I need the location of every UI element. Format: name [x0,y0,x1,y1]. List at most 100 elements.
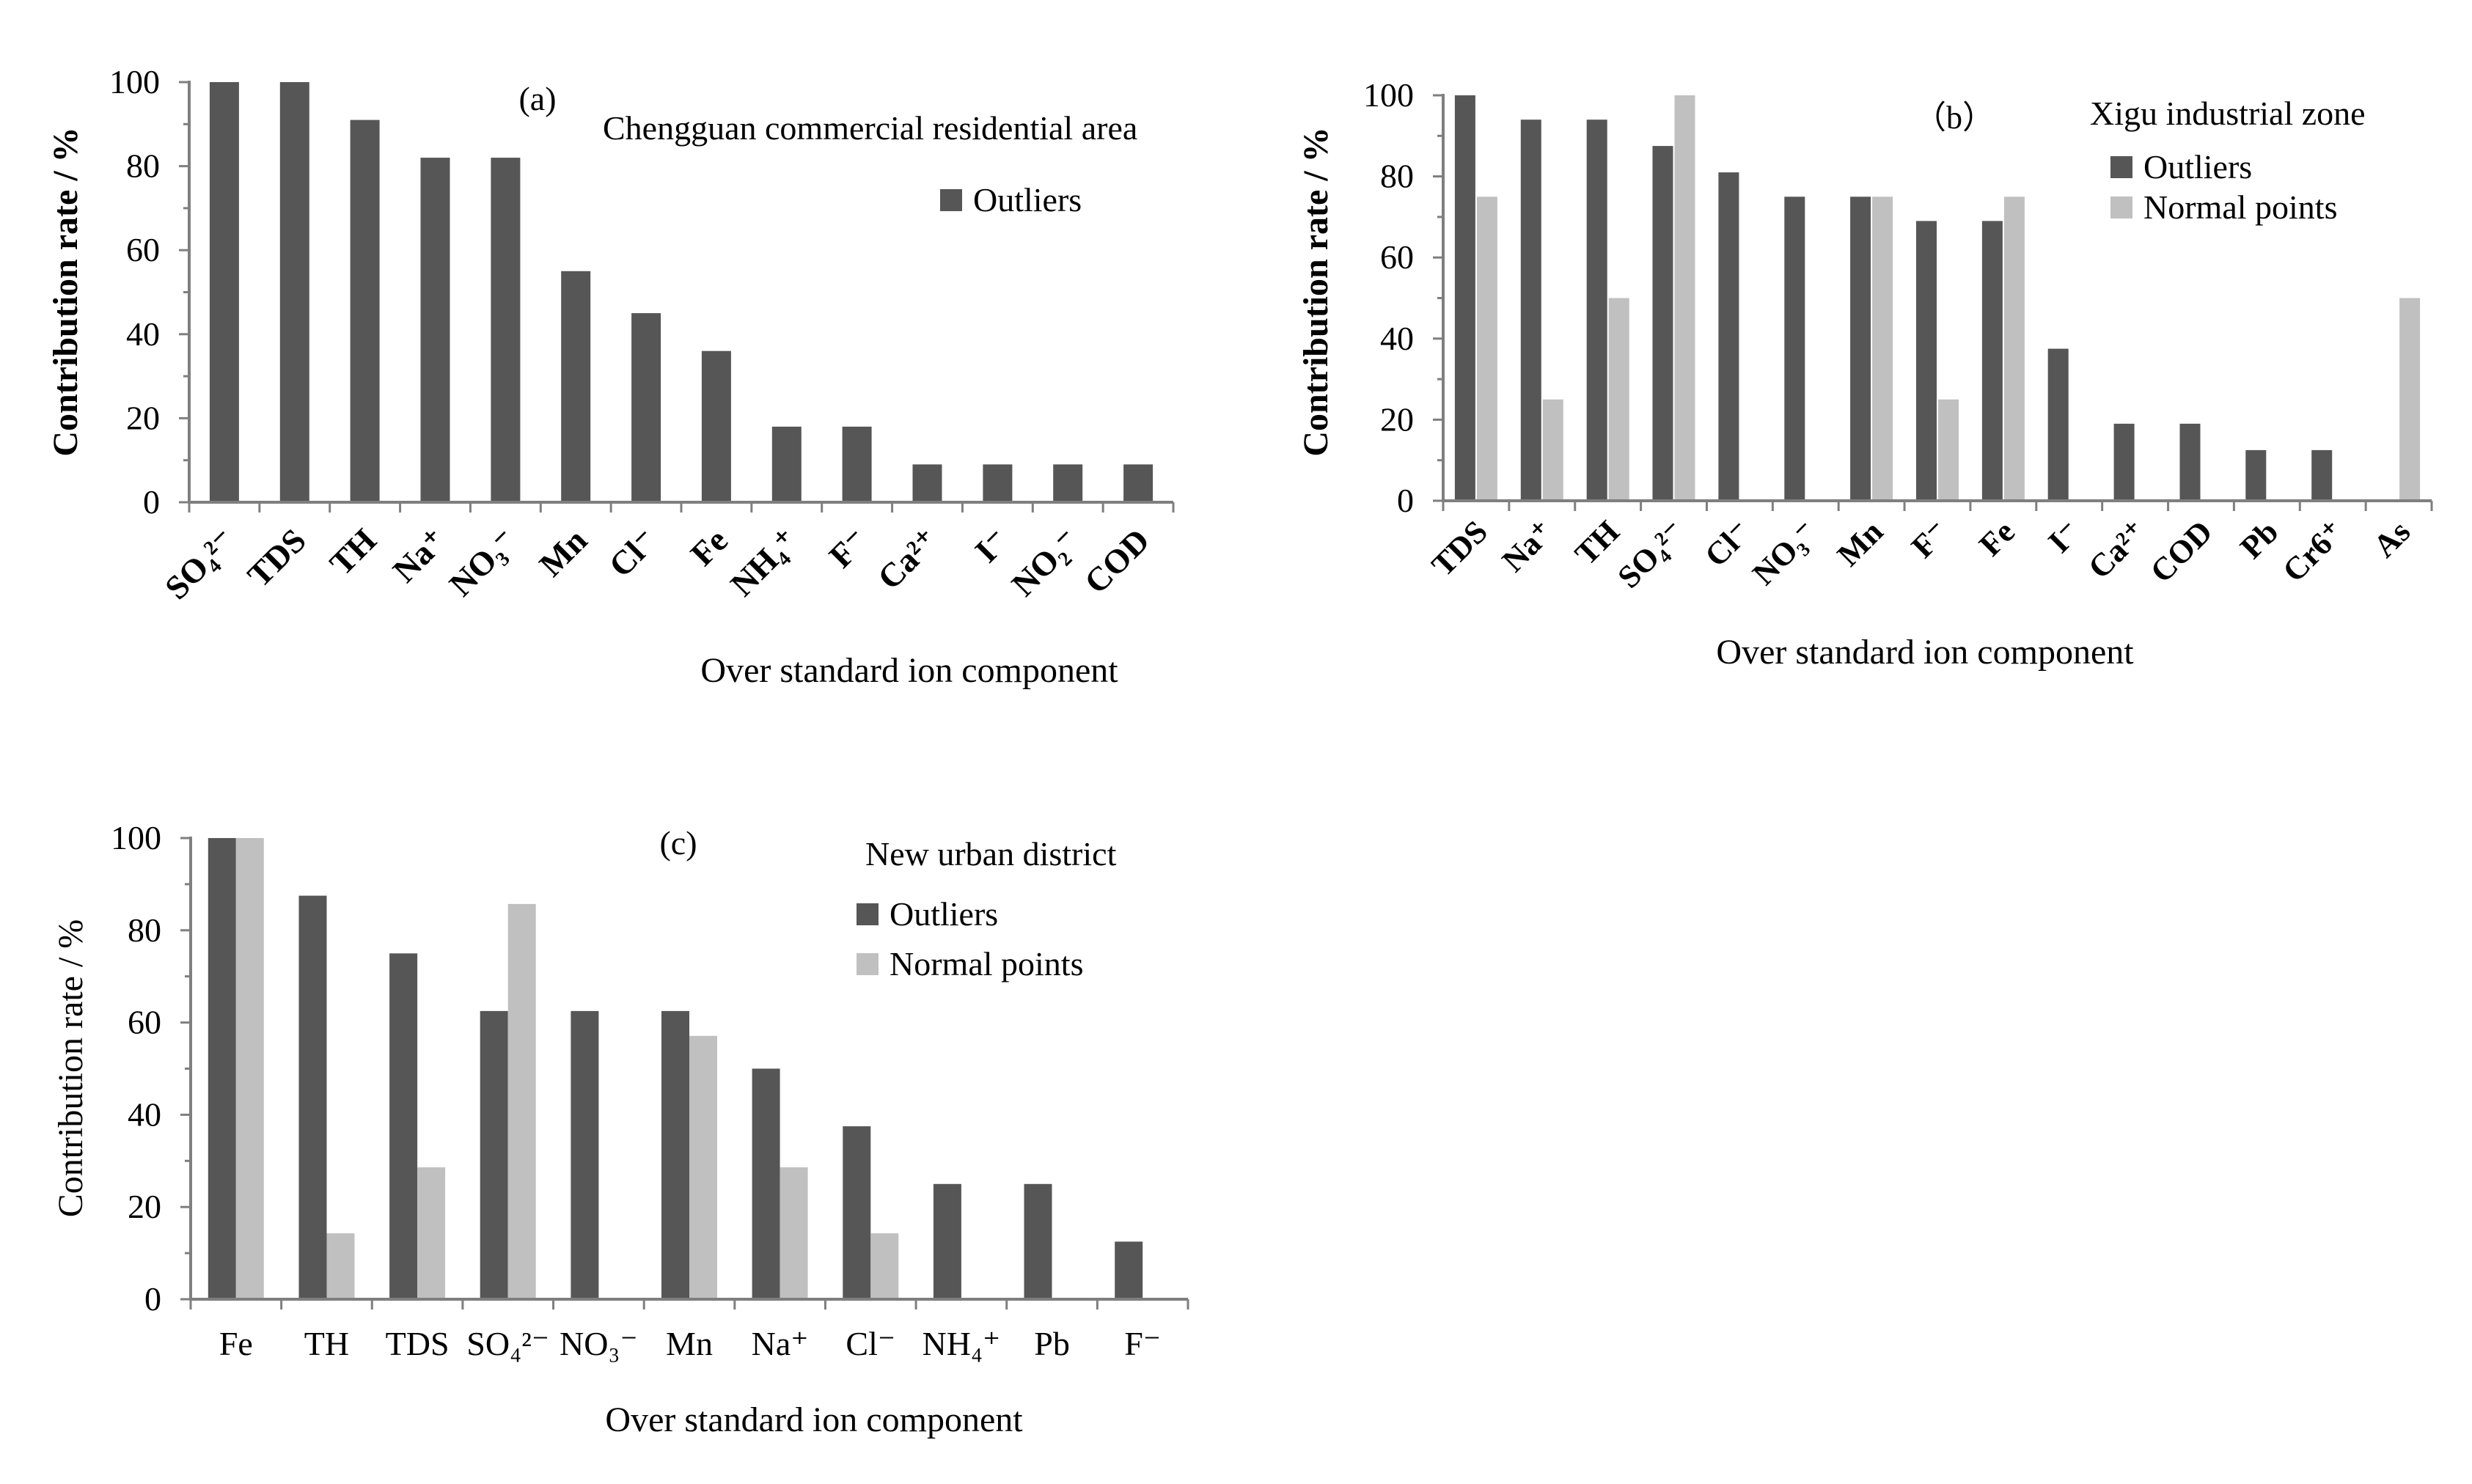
y-tick-label: 60 [126,231,160,268]
bar-outliers-1 [209,82,239,502]
legend-label-outliers: Outliers [890,895,998,933]
y-tick-label: 100 [109,63,160,100]
bar-outliers-3 [389,953,418,1300]
bar-outliers-8 [1916,221,1937,501]
bar-outliers-12 [983,464,1013,502]
bar-outliers-9 [771,426,802,502]
x-tick-label: F⁻ [1124,1325,1161,1362]
legend-label-normal_points: Normal points [890,945,1083,982]
y-tick-label: 20 [126,399,160,436]
bar-outliers-13 [1053,464,1083,502]
bar-outliers-11 [1115,1241,1143,1299]
bar-outliers-5 [571,1010,599,1299]
bar-normal_points-15 [2399,298,2421,501]
bar-outliers-8 [843,1126,871,1299]
y-tick-label: 40 [126,315,160,353]
bar-outliers-8 [701,350,731,502]
x-tick-label: Mn [666,1325,713,1362]
x-tick-label: Fe [219,1325,253,1362]
legend-label-normal_points: Normal points [2143,188,2337,226]
bar-outliers-10 [1024,1183,1052,1300]
y-tick-label: 80 [128,911,161,949]
chart-panel-c: 0 20 40 60 80 100 Fe TH TDS SO₄²⁻ NO₃⁻ Mn Na⁺ Cl⁻ NH₄⁺… [51,819,1189,1439]
bar-normal_points-2 [1542,399,1563,502]
bar-outliers-12 [2179,423,2201,501]
bar-outliers-1 [1454,95,1475,501]
bar-normal_points-7 [780,1167,808,1299]
bar-normal_points-3 [1608,298,1629,501]
bar-outliers-3 [350,120,380,503]
bar-outliers-14 [2311,449,2333,501]
bar-outliers-6 [1784,196,1805,502]
x-axis-title: Over standard ion component [1716,633,2134,672]
y-axis-title: Contribution rate / % [1296,127,1335,456]
panel-label: （b） [1914,100,1995,136]
bar-outliers-7 [631,313,661,502]
legend-label-outliers: Outliers [2143,148,2252,186]
y-tick-label: 0 [1397,482,1414,519]
bar-outliers-9 [1981,221,2003,501]
bar-normal_points-9 [2003,196,2025,502]
bar-outliers-2 [1520,120,1541,501]
chart-title: Xigu industrial zone [2090,95,2366,132]
bar-outliers-5 [491,158,521,502]
bar-outliers-6 [561,271,591,502]
bar-outliers-1 [208,838,236,1299]
bar-normal_points-1 [1476,196,1497,502]
bar-outliers-7 [752,1068,780,1299]
bar-normal_points-8 [870,1233,899,1299]
y-tick-label: 60 [1380,238,1414,276]
y-tick-label: 20 [1380,400,1414,438]
legend-swatch-outliers [2110,156,2132,178]
x-axis-title: Over standard ion component [605,1400,1023,1439]
x-tick-label: NH₄⁺ [923,1325,1001,1362]
bar-normal_points-2 [326,1233,355,1299]
y-axis-title: Contribution rate / % [46,127,85,456]
bar-outliers-13 [2245,449,2267,501]
y-axis-title: Contribution rate / % [51,919,90,1218]
bar-outliers-9 [933,1183,961,1300]
bar-outliers-10 [842,426,872,502]
y-tick-label: 80 [1380,158,1414,195]
bar-outliers-4 [1652,146,1673,501]
y-tick-label: 20 [128,1188,161,1225]
legend-swatch-normal_points [2110,196,2132,218]
bar-normal_points-6 [689,1035,717,1299]
bar-outliers-5 [1718,172,1739,501]
legend-swatch-outliers [857,903,879,925]
bar-normal_points-7 [1872,196,1893,502]
x-tick-label: Na⁺ [752,1325,809,1362]
x-axis-title: Over standard ion component [700,651,1118,690]
bar-outliers-6 [661,1010,689,1299]
bar-outliers-2 [279,82,309,502]
y-tick-label: 0 [144,1280,161,1318]
bar-outliers-3 [1586,120,1607,501]
bar-normal_points-4 [1674,95,1695,501]
panel-label: (c) [659,824,697,862]
bar-normal_points-3 [417,1167,446,1299]
y-tick-label: 0 [143,483,160,521]
bar-normal_points-4 [507,903,536,1299]
bar-outliers-4 [420,158,450,502]
chart-title: Chengguan commercial residential area [603,109,1137,147]
bar-outliers-4 [480,1010,508,1299]
x-tick-label: NO₃⁻ [560,1325,638,1362]
bar-normal_points-1 [235,838,264,1299]
bar-normal_points-8 [1938,399,1959,502]
x-tick-label: TH [304,1325,349,1362]
x-tick-label: Pb [1034,1325,1070,1362]
bar-outliers-11 [2113,423,2135,501]
y-tick-label: 100 [1363,76,1414,114]
bar-outliers-2 [298,895,327,1299]
bar-outliers-10 [2047,348,2069,501]
legend-swatch-normal_points [857,953,879,975]
y-tick-label: 60 [128,1004,161,1041]
chart-title: New urban district [865,835,1117,873]
panel-label: (a) [518,80,556,117]
y-tick-label: 80 [126,147,160,185]
bar-outliers-11 [912,464,942,502]
legend-swatch-outliers [940,189,962,211]
